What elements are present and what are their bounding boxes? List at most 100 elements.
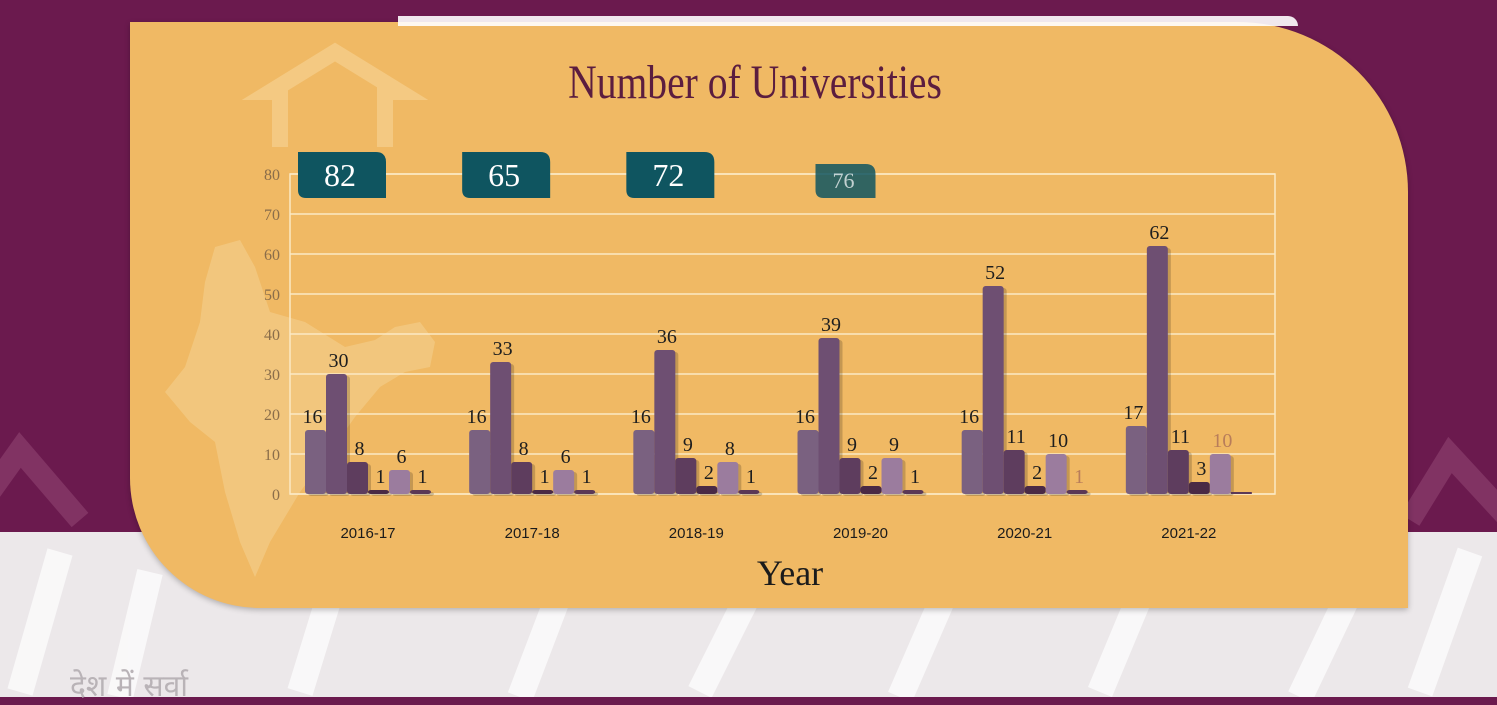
data-label: 16 bbox=[795, 406, 815, 428]
x-tick-label: 2021-22 bbox=[1161, 525, 1216, 542]
bar bbox=[696, 486, 718, 494]
data-label: 8 bbox=[355, 438, 365, 460]
data-label: 62 bbox=[1149, 222, 1169, 244]
data-label: 9 bbox=[889, 434, 899, 456]
data-label: 1 bbox=[582, 466, 592, 488]
data-label: 16 bbox=[959, 406, 979, 428]
bar bbox=[902, 490, 924, 494]
data-label: 30 bbox=[329, 350, 349, 372]
bar bbox=[961, 430, 983, 494]
bar bbox=[839, 458, 861, 494]
bar bbox=[1066, 490, 1088, 494]
x-tick-label: 2019-20 bbox=[833, 525, 888, 542]
data-label: 1 bbox=[910, 466, 920, 488]
bar bbox=[305, 430, 326, 494]
bar bbox=[1024, 486, 1046, 494]
bar bbox=[532, 490, 554, 494]
bar-chart: 82 65 72 76 1630816116338161163692811639929… bbox=[165, 42, 1276, 593]
arrow-decoration-icon bbox=[241, 42, 429, 147]
data-label: 33 bbox=[493, 338, 513, 360]
x-tick-label: 2018-19 bbox=[669, 525, 724, 542]
data-label: 1 bbox=[1074, 466, 1084, 488]
bar bbox=[389, 470, 410, 494]
total-value: 65 bbox=[488, 157, 520, 193]
bar bbox=[881, 458, 903, 494]
bar bbox=[675, 458, 697, 494]
total-badge bbox=[626, 152, 715, 198]
bar bbox=[469, 430, 491, 494]
total-value: 82 bbox=[324, 157, 356, 193]
data-label: 3 bbox=[1196, 458, 1206, 480]
bar bbox=[574, 490, 596, 494]
bar bbox=[1003, 450, 1025, 494]
bar bbox=[410, 490, 431, 494]
total-badge bbox=[298, 152, 386, 198]
data-label: 1 bbox=[540, 466, 550, 488]
data-label: 10 bbox=[1048, 430, 1068, 452]
bar bbox=[738, 490, 760, 494]
y-tick-label: 10 bbox=[264, 447, 280, 464]
y-tick-label: 70 bbox=[264, 207, 280, 224]
data-label: 11 bbox=[1171, 426, 1190, 448]
chart-title: Number of Universities bbox=[568, 57, 942, 109]
bar bbox=[860, 486, 882, 494]
bar bbox=[1209, 454, 1231, 494]
y-tick-label: 80 bbox=[264, 167, 280, 184]
x-tick-label: 2020-21 bbox=[997, 525, 1052, 542]
x-tick-label: 2017-18 bbox=[505, 525, 560, 542]
y-tick-label: 0 bbox=[272, 487, 280, 504]
x-axis-label: Year bbox=[757, 553, 823, 593]
y-tick-label: 20 bbox=[264, 407, 280, 424]
bar bbox=[1045, 454, 1067, 494]
data-label: 10 bbox=[1212, 430, 1232, 452]
bar bbox=[1146, 246, 1168, 494]
data-label: 6 bbox=[397, 446, 407, 468]
bar bbox=[1125, 426, 1147, 494]
bar bbox=[368, 490, 389, 494]
data-label: 9 bbox=[847, 434, 857, 456]
data-label: 2 bbox=[1032, 462, 1042, 484]
data-label: 39 bbox=[821, 314, 841, 336]
chart-card: 82 65 72 76 16 30 8 1 6 1 16 33 8 1 6 1 16 36 9 2 8 1 16 39 9 2 9… bbox=[130, 22, 1408, 608]
bar bbox=[982, 286, 1004, 494]
data-label: 8 bbox=[725, 438, 735, 460]
data-label: 6 bbox=[561, 446, 571, 468]
bar bbox=[654, 350, 676, 494]
bar bbox=[1188, 482, 1210, 494]
data-label: 16 bbox=[467, 406, 487, 428]
data-label: 1 bbox=[746, 466, 756, 488]
bar bbox=[717, 462, 739, 494]
data-label: 2 bbox=[868, 462, 878, 484]
data-label: 36 bbox=[657, 326, 677, 348]
data-label: 1 bbox=[376, 466, 386, 488]
card-top-highlight bbox=[398, 16, 1298, 26]
bar bbox=[347, 462, 368, 494]
data-label: 1 bbox=[418, 466, 428, 488]
total-value: 76 bbox=[833, 168, 855, 193]
data-label: 2 bbox=[704, 462, 714, 484]
data-label: 16 bbox=[303, 406, 323, 428]
bar bbox=[1167, 450, 1189, 494]
data-label: 16 bbox=[631, 406, 651, 428]
data-label: 9 bbox=[683, 434, 693, 456]
y-tick-label: 60 bbox=[264, 247, 280, 264]
bar bbox=[818, 338, 840, 494]
total-value: 72 bbox=[652, 157, 684, 193]
total-badge bbox=[815, 164, 876, 198]
bar bbox=[633, 430, 655, 494]
y-tick-label: 50 bbox=[264, 287, 280, 304]
bar bbox=[490, 362, 512, 494]
data-label: 8 bbox=[519, 438, 529, 460]
bar bbox=[553, 470, 575, 494]
data-label: 52 bbox=[985, 262, 1005, 284]
bar bbox=[1230, 492, 1252, 494]
india-map-icon bbox=[165, 240, 435, 577]
y-tick-label: 40 bbox=[264, 327, 280, 344]
x-tick-label: 2016-17 bbox=[340, 525, 395, 542]
y-tick-label: 30 bbox=[264, 367, 280, 384]
bar bbox=[511, 462, 533, 494]
bar bbox=[326, 374, 347, 494]
data-label: 11 bbox=[1007, 426, 1026, 448]
bar bbox=[797, 430, 819, 494]
